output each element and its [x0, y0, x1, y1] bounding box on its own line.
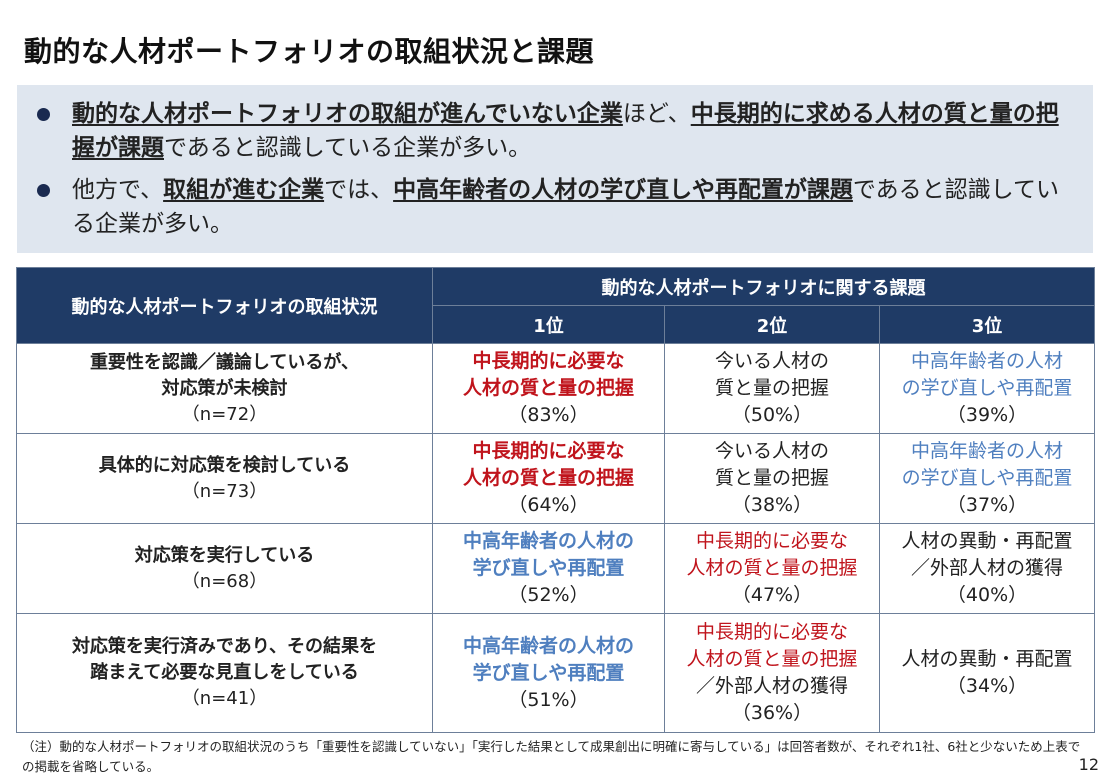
issue-line: ／外部人材の獲得 [911, 557, 1064, 579]
rank-3-cell: 人材の異動・再配置 （34%） [878, 613, 1096, 733]
issue-line: 人材の異動・再配置 [901, 648, 1073, 670]
bullet-item: 動的な人材ポートフォリオの取組が進んでいない企業ほど、中長期的に求める人材の質と… [37, 97, 1073, 165]
bullet-text: 他方で、取組が進む企業では、中高年齢者の人材の学び直しや再配置が課題であると認識… [72, 173, 1073, 241]
issue-percent: （64%） [508, 494, 589, 516]
rank-2-cell: 中長期的に必要な 人材の質と量の把握 ／外部人材の獲得 （36%） [664, 613, 880, 733]
rank-header-1: 1位 [432, 305, 665, 344]
sample-size: （n=68） [181, 570, 268, 592]
page-number: 12 [1078, 755, 1099, 774]
issue-line: 人材の質と量の把握 [462, 467, 634, 489]
sample-size: （n=73） [181, 480, 268, 502]
rank-2-cell: 中長期的に必要な 人材の質と量の把握 （47%） [664, 523, 880, 614]
sample-size: （n=72） [181, 403, 268, 425]
issue-line: 質と量の把握 [714, 467, 829, 489]
bullet-plain: であると認識している企業が多い。 [72, 177, 1059, 237]
issue-percent: （40%） [946, 584, 1028, 606]
header-issues: 動的な人材ポートフォリオに関する課題 [431, 267, 1096, 306]
bullet-plain: では、 [324, 177, 394, 203]
issue-percent: （39%） [946, 404, 1028, 426]
status-line: 対応策を実行済みであり、その結果を [71, 636, 378, 657]
summary-box: 動的な人材ポートフォリオの取組が進んでいない企業ほど、中長期的に求める人材の質と… [17, 85, 1093, 253]
issue-line: 中高年齢者の人材の [462, 634, 634, 657]
header-status: 動的な人材ポートフォリオの取組状況 [16, 267, 433, 344]
table-row: 具体的に対応策を検討している （n=73） 中長期的に必要な 人材の質と量の把握… [16, 433, 1096, 524]
bullet-emphasis: 動的な人材ポートフォリオの取組が進んでいない企業 [72, 101, 623, 127]
bullet-plain: 他方で、 [72, 177, 164, 203]
issue-line: 人材の質と量の把握 [462, 377, 634, 399]
status-line: 対応策が未検討 [161, 377, 288, 399]
table-row: 対応策を実行している （n=68） 中高年齢者の人材の 学び直しや再配置 （52… [16, 523, 1096, 614]
issue-percent: （50%） [731, 404, 813, 426]
bullet-plain: ほど、 [622, 101, 691, 127]
status-line: 踏まえて必要な見直しをしている [90, 662, 359, 683]
issue-line: の学び直しや再配置 [901, 467, 1073, 489]
bullet-plain: であると認識している企業が多い。 [164, 135, 532, 161]
issue-line-extra: ／外部人材の獲得 [695, 675, 848, 697]
table-row: 対応策を実行済みであり、その結果を 踏まえて必要な見直しをしている （n=41）… [16, 613, 1096, 733]
issue-percent: （34%） [946, 675, 1028, 697]
rank-1-cell: 中高年齢者の人材の 学び直しや再配置 （52%） [432, 523, 665, 614]
rank-header-2: 2位 [664, 305, 880, 344]
issue-line: 中長期的に必要な [472, 440, 625, 462]
rank-3-cell: 人材の異動・再配置 ／外部人材の獲得 （40%） [878, 523, 1096, 614]
footnote: （注）動的な人材ポートフォリオの取組状況のうち「重要性を認識していない」「実行し… [22, 739, 1081, 774]
issue-line: 人材の異動・再配置 [901, 530, 1073, 552]
issue-line: 中長期的に必要な [472, 350, 625, 372]
sample-size: （n=41） [181, 688, 268, 709]
status-cell: 具体的に対応策を検討している （n=73） [16, 433, 433, 524]
bullet-item: 他方で、取組が進む企業では、中高年齢者の人材の学び直しや再配置が課題であると認識… [37, 173, 1073, 241]
bullet-dot-icon [37, 108, 50, 121]
issue-line: 質と量の把握 [714, 377, 829, 399]
rank-1-cell: 中長期的に必要な 人材の質と量の把握 （64%） [432, 433, 665, 524]
rank-3-cell: 中高年齢者の人材 の学び直しや再配置 （39%） [878, 343, 1096, 434]
issue-line: 中長期的に必要な [695, 621, 848, 643]
issue-line: 中高年齢者の人材 [911, 350, 1064, 372]
rank-3-cell: 中高年齢者の人材 の学び直しや再配置 （37%） [878, 433, 1096, 524]
issue-line: 学び直しや再配置 [472, 661, 625, 684]
issue-line: 人材の質と量の把握 [686, 557, 858, 579]
issue-line: 中高年齢者の人材の [462, 530, 634, 552]
issue-line: 中高年齢者の人材 [911, 440, 1064, 462]
status-cell: 対応策を実行済みであり、その結果を 踏まえて必要な見直しをしている （n=41） [16, 613, 433, 733]
issue-percent: （83%） [508, 404, 589, 426]
bullet-emphasis: 中長期的に求める人材の質と量の把握が課題 [72, 101, 1059, 161]
issue-line: 学び直しや再配置 [472, 557, 625, 579]
rank-2-cell: 今いる人材の 質と量の把握 （38%） [664, 433, 880, 524]
issue-percent: （36%） [731, 702, 813, 724]
status-cell: 対応策を実行している （n=68） [16, 523, 433, 614]
rank-1-cell: 中高年齢者の人材の 学び直しや再配置 （51%） [432, 613, 665, 733]
issue-percent: （51%） [508, 688, 589, 711]
bullet-dot-icon [37, 184, 50, 197]
issue-percent: （47%） [731, 584, 813, 606]
issues-table: 動的な人材ポートフォリオの取組状況 動的な人材ポートフォリオに関する課題 1位 … [16, 267, 1096, 733]
status-line: 対応策を実行している [134, 544, 315, 566]
issue-percent: （52%） [508, 584, 589, 606]
rank-1-cell: 中長期的に必要な 人材の質と量の把握 （83%） [432, 343, 665, 434]
bullet-emphasis: 取組が進む企業 [163, 177, 325, 203]
issue-percent: （37%） [946, 494, 1028, 516]
rank-header-3: 3位 [878, 305, 1096, 344]
rank-2-cell: 今いる人材の 質と量の把握 （50%） [664, 343, 880, 434]
issue-line: の学び直しや再配置 [901, 377, 1073, 399]
issue-line: 今いる人材の [714, 440, 829, 462]
bullet-text: 動的な人材ポートフォリオの取組が進んでいない企業ほど、中長期的に求める人材の質と… [72, 97, 1073, 165]
issue-line: 中長期的に必要な [695, 530, 848, 552]
bullet-emphasis: 中高年齢者の人材の学び直しや再配置が課題 [393, 177, 853, 203]
issue-line: 人材の質と量の把握 [686, 648, 858, 670]
page-title: 動的な人材ポートフォリオの取組状況と課題 [24, 35, 595, 68]
status-cell: 重要性を認識／議論しているが、 対応策が未検討 （n=72） [16, 343, 433, 434]
issue-percent: （38%） [731, 494, 813, 516]
table-row: 重要性を認識／議論しているが、 対応策が未検討 （n=72） 中長期的に必要な … [16, 343, 1096, 434]
status-line: 重要性を認識／議論しているが、 [89, 351, 360, 373]
issue-line: 今いる人材の [714, 350, 829, 372]
status-line: 具体的に対応策を検討している [98, 454, 351, 476]
